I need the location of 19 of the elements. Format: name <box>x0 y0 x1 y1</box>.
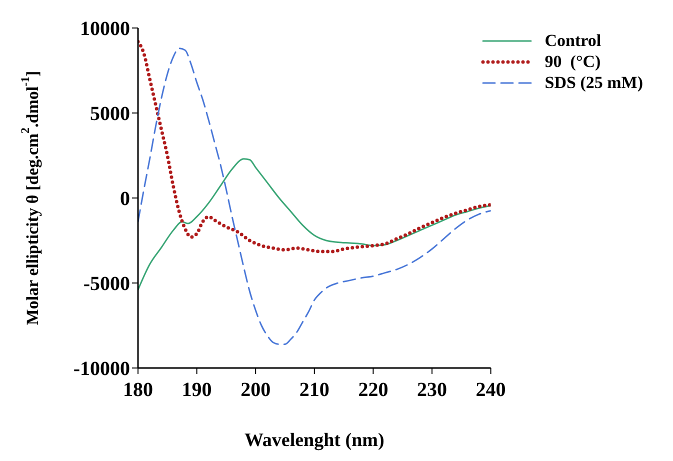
x-axis-title: Wavelenght (nm) <box>244 430 384 451</box>
x-tick-label: 230 <box>416 379 447 402</box>
y-tick-label: 10000 <box>80 18 130 40</box>
x-tick-label: 220 <box>358 379 388 402</box>
y-tick-label: 0 <box>120 188 130 210</box>
legend-label: 90 (°C) <box>544 52 601 72</box>
line-series <box>138 48 491 345</box>
line-series <box>138 158 491 291</box>
line-series <box>138 40 491 254</box>
x-tick-label: 190 <box>182 379 212 402</box>
y-tick-label: -5000 <box>83 273 130 296</box>
x-tick-label: 200 <box>240 379 271 402</box>
y-tick-label: -10000 <box>73 358 130 380</box>
x-tick-label: 240 <box>476 379 506 402</box>
x-tick-label: 210 <box>299 379 330 402</box>
y-tick-label: 5000 <box>90 103 130 126</box>
legend-label: SDS (25 mM) <box>544 72 643 92</box>
legend-label: Control <box>544 30 602 50</box>
x-tick-label: 180 <box>123 379 153 402</box>
